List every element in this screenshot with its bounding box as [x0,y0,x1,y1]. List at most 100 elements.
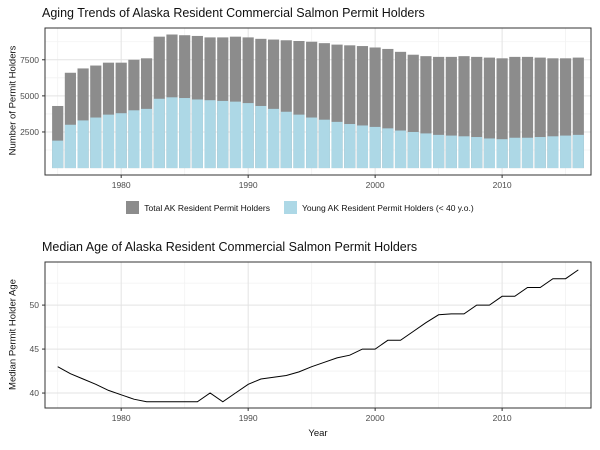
axis-ticks [42,304,503,411]
svg-text:2500: 2500 [20,127,39,137]
bar [521,137,534,169]
tick-labels: 1980 1990 2000 2010 2500 5000 7500 [20,55,512,190]
bar [521,56,534,169]
gridlines [45,262,591,408]
svg-text:2010: 2010 [493,180,512,190]
bar [331,121,343,169]
bar [52,140,64,169]
bar [331,44,343,169]
svg-text:2000: 2000 [366,180,385,190]
svg-text:1990: 1990 [239,413,258,423]
bar [280,40,292,169]
bar [255,105,267,169]
bar [77,68,89,169]
bar [356,125,369,169]
bar [64,124,76,169]
median-age-line [57,269,579,403]
bar [90,65,102,169]
bar [318,119,330,169]
bar [547,136,559,169]
bar [306,117,318,169]
svg-text:50: 50 [30,300,40,310]
svg-text:45: 45 [30,344,40,354]
bar [407,131,419,169]
legend-label-total: Total AK Resident Permit Holders [144,202,270,213]
bar [191,99,203,169]
legend: Total AK Resident Permit Holders Young A… [0,201,600,214]
bar [458,56,470,169]
bar [90,117,102,169]
top-chart-title: Aging Trends of Alaska Resident Commerci… [42,6,425,20]
bar [153,98,165,169]
bar [344,124,356,169]
svg-text:1980: 1980 [112,180,131,190]
bar [318,43,330,169]
bar [242,103,254,169]
bar [115,113,127,169]
bar [407,54,419,169]
bar [204,100,216,169]
bar [77,120,89,169]
bar [217,100,229,169]
bar [128,110,140,169]
bar [293,114,305,169]
bar [445,135,457,169]
legend-key-young: Young AK Resident Permit Holders (< 40 y… [283,201,474,214]
bar [496,58,508,169]
bar [356,46,369,169]
bar [534,57,546,169]
bar [433,134,445,169]
bar [140,108,153,169]
bar [394,51,407,169]
legend-swatch-young-icon [283,201,297,214]
bar [102,114,115,169]
bar [471,56,483,169]
bar [445,56,457,169]
bar [242,37,254,169]
bar [267,39,280,169]
svg-text:2010: 2010 [493,413,512,423]
bar [179,98,191,169]
svg-text:7500: 7500 [20,55,39,65]
bar [560,135,572,169]
bar [560,58,572,169]
bar [255,38,267,169]
bar [509,56,521,169]
bar [483,138,495,169]
bar [267,108,280,169]
bottom-chart-canvas: 1980 1990 2000 2010 40 45 50 [30,261,592,423]
bar [483,57,495,169]
bar [293,41,305,169]
bar [166,97,178,169]
bar [534,137,546,169]
bar [572,134,584,169]
bar [509,137,521,169]
bar [420,133,432,169]
svg-text:1980: 1980 [112,413,131,423]
svg-text:2000: 2000 [366,413,385,423]
panel-background [45,28,591,175]
bar [52,105,64,169]
bar [344,45,356,169]
panel-background [45,262,591,408]
bar [420,56,432,169]
panel-border [44,27,592,176]
svg-text:1990: 1990 [239,180,258,190]
bar [382,128,394,169]
bar [369,47,381,169]
panel-border [44,261,592,409]
legend-key-total: Total AK Resident Permit Holders [126,201,270,214]
bottom-chart-title: Median Age of Alaska Resident Commercial… [42,240,418,254]
bars-young [52,97,584,169]
tick-labels: 1980 1990 2000 2010 40 45 50 [30,300,512,423]
bar [306,41,318,169]
bar [433,56,445,169]
top-chart-canvas: 1980 1990 2000 2010 2500 5000 7500 [20,27,592,190]
bar [496,139,508,169]
bar [458,136,470,169]
svg-text:5000: 5000 [20,91,39,101]
bottom-chart-x-axis-label: Year [308,428,328,439]
bar [64,72,76,169]
bar [369,126,381,169]
